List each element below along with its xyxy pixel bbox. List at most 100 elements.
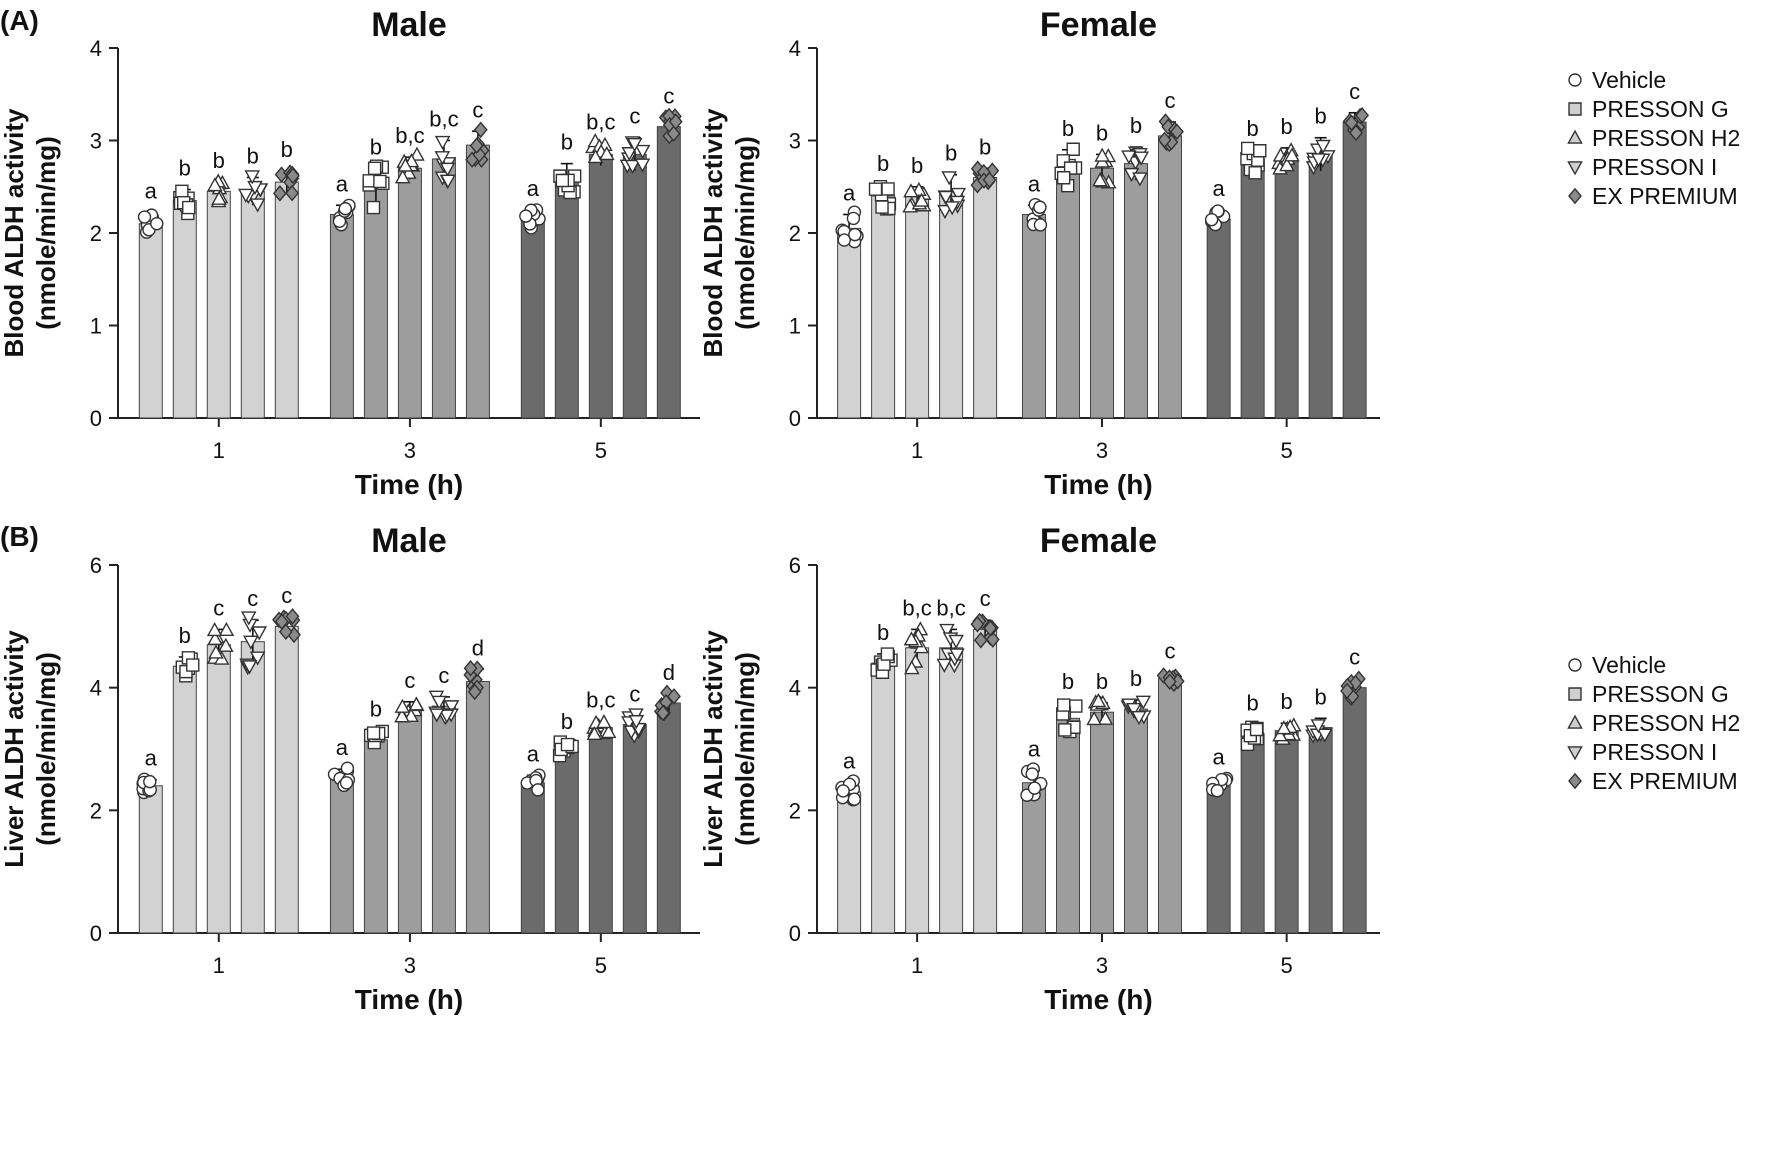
legend-item: Vehicle bbox=[1568, 652, 1666, 678]
legend-item: PRESSON H2 bbox=[1567, 125, 1740, 151]
chart-title: Male bbox=[371, 6, 447, 44]
y-tick-label: 2 bbox=[90, 221, 102, 246]
legend-label: Vehicle bbox=[1592, 67, 1666, 93]
significance-letter: b bbox=[911, 153, 923, 178]
bar-ex-premium bbox=[1342, 687, 1367, 934]
y-tick-label: 1 bbox=[90, 314, 102, 339]
x-tick-label: 5 bbox=[1281, 953, 1293, 978]
chart-title: Female bbox=[1040, 522, 1157, 560]
significance-letter: c bbox=[472, 97, 483, 122]
significance-letter: c bbox=[980, 586, 991, 611]
x-tick-label: 1 bbox=[213, 953, 225, 978]
significance-letter: b bbox=[561, 130, 573, 155]
data-point bbox=[218, 637, 234, 652]
bar-presson-g bbox=[1240, 733, 1265, 934]
data-point bbox=[936, 658, 953, 673]
data-point bbox=[1092, 172, 1108, 187]
bar-presson-h2 bbox=[397, 708, 422, 934]
data-point bbox=[1276, 720, 1292, 735]
x-tick-label: 3 bbox=[1096, 438, 1108, 463]
legend-item: PRESSON H2 bbox=[1567, 710, 1740, 736]
data-point bbox=[403, 707, 419, 723]
bar-ex-premium bbox=[973, 628, 998, 934]
significance-letter: b bbox=[877, 151, 889, 176]
legend: Vehicle PRESSON G PRESSON H2 PRESSON I EX PR… bbox=[1567, 67, 1740, 209]
significance-letter: b bbox=[247, 144, 259, 169]
bar-ex-premium bbox=[465, 144, 490, 419]
bar-vehicle bbox=[837, 791, 862, 934]
data-point bbox=[1162, 673, 1177, 690]
bar-presson-i bbox=[240, 641, 265, 934]
x-tick-label: 1 bbox=[213, 438, 225, 463]
bar-presson-h2 bbox=[1089, 711, 1114, 934]
data-point bbox=[656, 704, 670, 722]
data-point bbox=[1315, 139, 1331, 154]
data-point bbox=[941, 171, 957, 186]
data-point bbox=[240, 611, 257, 626]
data-point bbox=[439, 162, 456, 177]
data-point bbox=[137, 210, 152, 224]
y-axis-label: Blood ALDH activity (nmole/min/mg) bbox=[0, 108, 61, 357]
data-point bbox=[666, 125, 681, 142]
y-tick-label: 4 bbox=[90, 36, 102, 61]
significance-letter: c bbox=[663, 83, 674, 108]
y-tick-label: 4 bbox=[789, 676, 801, 701]
x-tick-label: 1 bbox=[911, 953, 923, 978]
significance-letter: b bbox=[370, 697, 382, 722]
y-tick-label: 4 bbox=[90, 676, 102, 701]
legend-label: Vehicle bbox=[1592, 652, 1666, 678]
data-point bbox=[1240, 141, 1255, 156]
data-point bbox=[394, 169, 411, 184]
bar-presson-g bbox=[172, 665, 197, 934]
y-axis-label-line2: (nmole/min/mg) bbox=[730, 652, 760, 846]
data-point bbox=[1310, 719, 1327, 734]
data-point bbox=[249, 651, 266, 666]
bar-presson-i bbox=[622, 153, 647, 419]
legend-label: PRESSON I bbox=[1592, 739, 1717, 765]
bar-ex-premium bbox=[465, 681, 490, 934]
bar-presson-h2 bbox=[206, 644, 231, 934]
legend-marker bbox=[1567, 129, 1583, 144]
data-point bbox=[434, 135, 451, 151]
legend-marker bbox=[1568, 73, 1582, 87]
legend-item: EX PREMIUM bbox=[1568, 183, 1738, 209]
y-axis-label: Liver ALDH activity (nmole/min/mg) bbox=[0, 630, 61, 868]
significance-letter: a bbox=[336, 735, 349, 760]
bar-ex-premium bbox=[274, 181, 299, 419]
data-point bbox=[207, 177, 223, 192]
data-point bbox=[285, 167, 300, 185]
data-point bbox=[339, 776, 354, 790]
data-point bbox=[473, 121, 488, 139]
legend-label: PRESSON G bbox=[1592, 96, 1729, 122]
bar-presson-g bbox=[1240, 163, 1265, 419]
significance-letter: a bbox=[527, 176, 540, 201]
data-point bbox=[1135, 695, 1152, 710]
significance-letter: a bbox=[843, 181, 856, 206]
legend-item: PRESSON I bbox=[1567, 154, 1717, 180]
y-tick-label: 0 bbox=[90, 406, 102, 431]
significance-letter: c bbox=[404, 668, 415, 693]
data-point bbox=[241, 660, 258, 675]
data-point bbox=[624, 159, 641, 175]
data-point bbox=[628, 708, 644, 723]
y-tick-label: 1 bbox=[789, 314, 801, 339]
data-point bbox=[875, 200, 889, 214]
data-point bbox=[939, 623, 955, 639]
data-point bbox=[1157, 131, 1172, 149]
y-axis-label-line2: (nmole/min/mg) bbox=[31, 136, 61, 330]
data-point bbox=[836, 784, 850, 798]
significance-letter: b,c bbox=[936, 595, 965, 620]
significance-letter: b bbox=[945, 141, 957, 166]
chart-title: Male bbox=[371, 522, 447, 560]
data-point bbox=[970, 615, 985, 633]
significance-letter: c bbox=[247, 586, 258, 611]
data-point bbox=[143, 774, 157, 789]
legend: Vehicle PRESSON G PRESSON H2 PRESSON I EX PR… bbox=[1567, 652, 1740, 794]
bar-presson-g bbox=[554, 748, 579, 934]
data-point bbox=[596, 714, 612, 729]
data-point bbox=[1133, 151, 1150, 166]
data-point bbox=[285, 184, 300, 202]
y-axis-label-line2: (nmole/min/mg) bbox=[730, 136, 760, 330]
y-axis-label-line1: Blood ALDH activity bbox=[698, 108, 728, 357]
data-point bbox=[272, 185, 287, 202]
